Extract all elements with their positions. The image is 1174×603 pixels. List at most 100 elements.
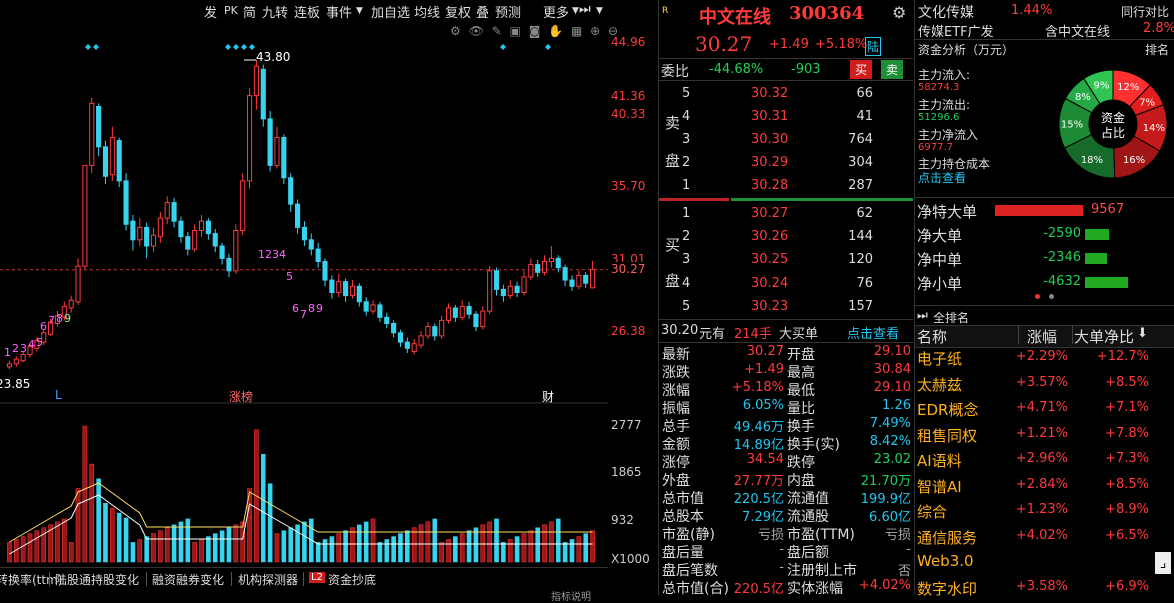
zoom-in-icon[interactable]: ⊕ — [590, 24, 601, 38]
skip-forward-icon[interactable]: ⏭ — [917, 308, 928, 322]
pie-slice[interactable] — [1083, 69, 1114, 105]
sort-arrow-icon[interactable]: ⬇ — [1137, 326, 1148, 341]
candle-body — [356, 285, 362, 303]
tab-institution[interactable]: 机构探测器 — [238, 573, 299, 587]
concept-name[interactable]: 电子纸 — [917, 350, 963, 368]
dropdown-icon[interactable]: ▼ — [572, 6, 579, 16]
sector-name[interactable]: 文化传媒 — [918, 5, 974, 21]
concept-name[interactable]: Web3.0 — [917, 552, 974, 570]
toolbar-events[interactable]: 事件 — [326, 6, 353, 21]
toolbar-lianban[interactable]: 连板 — [294, 6, 321, 21]
concept-rank-title[interactable]: 全排名 — [933, 311, 970, 325]
volume-bar — [343, 530, 348, 563]
gear-icon[interactable]: ⚙ — [892, 3, 907, 22]
signal-marker[interactable] — [233, 44, 239, 50]
signal-marker[interactable] — [85, 44, 91, 50]
tag-zhangbang[interactable]: 涨榜 — [229, 390, 254, 404]
col-header-pct[interactable]: 涨幅 — [1027, 328, 1058, 346]
concept-name[interactable]: 通信服务 — [917, 528, 978, 547]
indicator-help[interactable]: 指标说明 — [551, 592, 591, 603]
signal-marker[interactable] — [225, 44, 231, 50]
volume-bar — [144, 536, 149, 563]
signal-marker[interactable] — [545, 44, 551, 50]
candle-body — [507, 285, 513, 297]
bid-price[interactable]: 30.23 — [751, 299, 789, 314]
netflow-bar — [995, 205, 1083, 216]
toolbar-simple[interactable]: 简 — [243, 6, 257, 21]
grid-icon[interactable]: ▦ — [570, 24, 583, 38]
camera-icon[interactable]: ◙ — [528, 24, 541, 38]
toolbar-pk[interactable]: PK — [224, 4, 238, 17]
signal-marker[interactable] — [500, 44, 506, 50]
bid-price[interactable]: 30.24 — [751, 276, 789, 291]
eye-icon[interactable]: 👁 — [468, 24, 484, 38]
concept-name[interactable]: EDR概念 — [917, 401, 979, 419]
volume-bar — [123, 517, 129, 563]
pen-icon[interactable]: ✎ — [491, 24, 502, 38]
col-header-name[interactable]: 名称 — [917, 328, 948, 346]
signal-marker[interactable] — [241, 44, 247, 50]
volume-bar — [302, 521, 307, 563]
ask-price[interactable]: 30.31 — [751, 109, 789, 124]
fund-rank-link[interactable]: 排名 — [1145, 43, 1170, 57]
sequence-number: 3 — [20, 342, 27, 355]
tab-northbound[interactable]: 陆股通持股变化 — [55, 573, 140, 587]
ask-price[interactable]: 30.32 — [751, 86, 789, 101]
toolbar-adjust[interactable]: 复权 — [445, 6, 472, 21]
hand-icon[interactable]: ✋ — [548, 24, 564, 38]
bid-price[interactable]: 30.25 — [751, 252, 789, 267]
l2-badge: L2 — [309, 572, 325, 583]
signal-marker[interactable] — [249, 44, 255, 50]
toolbar-overlay[interactable]: 叠 — [476, 6, 490, 21]
dropdown-icon[interactable]: ▼ — [596, 6, 603, 16]
dropdown-icon[interactable]: ▼ — [356, 6, 363, 16]
concept-name[interactable]: 数字水印 — [917, 579, 978, 598]
sell-side-label: 盘 — [665, 152, 681, 170]
col-header-bignet[interactable]: 大单净比 — [1074, 328, 1135, 346]
concept-name[interactable]: 太赫兹 — [917, 375, 963, 394]
toolbar-predict[interactable]: 预测 — [495, 6, 522, 21]
concept-name[interactable]: 综合 — [917, 503, 948, 521]
tag-l[interactable]: L — [55, 388, 62, 402]
bid-price[interactable]: 30.26 — [751, 229, 789, 244]
basket-icon[interactable]: ▣ — [509, 24, 521, 38]
concept-name[interactable]: AI语料 — [917, 452, 962, 470]
tag-financial[interactable]: 财 — [542, 390, 555, 404]
etf-name[interactable]: 传媒ETF广发 — [918, 25, 994, 40]
signal-marker[interactable] — [93, 44, 99, 50]
zoom-out-icon[interactable]: ⊖ — [608, 24, 619, 38]
etf-tip: 含中文在线 — [1045, 25, 1111, 40]
big-order-link[interactable]: 点击查看 — [847, 327, 900, 342]
sell-button[interactable]: 卖 — [881, 60, 904, 79]
toolbar-add-watch[interactable]: 加自选 — [371, 6, 411, 21]
skip-forward-icon[interactable]: ⏭ — [579, 2, 591, 17]
candlestick-chart[interactable]: 1 2 3 4 56 7 8 991 2 3 456 7 8 9 — [0, 22, 608, 567]
concept-name[interactable]: 租售同权 — [917, 426, 978, 445]
sequence-number: 6 — [40, 320, 47, 333]
ask-price[interactable]: 30.30 — [751, 132, 789, 147]
logo-icon: R — [662, 6, 669, 16]
holding-cost-link[interactable]: 点击查看 — [918, 171, 967, 185]
tab-bottom-fishing[interactable]: 资金抄底 — [328, 573, 377, 587]
volume-bar — [62, 518, 67, 563]
sequence-number: 2 — [265, 248, 272, 261]
peer-compare-link[interactable]: 同行对比 — [1121, 5, 1170, 19]
toolbar-ma[interactable]: 均线 — [414, 6, 441, 21]
toolbar-jiuzhuan[interactable]: 九转 — [262, 6, 289, 21]
bid-price[interactable]: 30.27 — [751, 206, 789, 221]
tab-margin[interactable]: 融资融券变化 — [152, 573, 225, 587]
buy-button[interactable]: 买 — [850, 60, 873, 79]
concept-name[interactable]: 智谱AI — [917, 477, 962, 496]
ask-price[interactable]: 30.28 — [751, 178, 789, 193]
toolbar-more[interactable]: 更多 — [543, 6, 570, 21]
volume-bar — [158, 530, 163, 563]
settings-icon[interactable]: ⚙ — [450, 24, 461, 38]
tab-turnover[interactable]: 转换率(ttm) — [0, 573, 63, 587]
collapse-icon[interactable]: ⌟ — [1155, 552, 1171, 574]
stat-value: 亏损 — [884, 528, 911, 543]
stat-value: 21.70万 — [860, 474, 911, 489]
kline-chart-pane[interactable]: 发 PK 简 九转 连板 事件 ▼ 加自选 均线 复权 叠 预测 更多 ▼ ⏭ … — [0, 0, 659, 603]
ask-price[interactable]: 30.29 — [751, 155, 789, 170]
toolbar-fa[interactable]: 发 — [204, 6, 218, 21]
